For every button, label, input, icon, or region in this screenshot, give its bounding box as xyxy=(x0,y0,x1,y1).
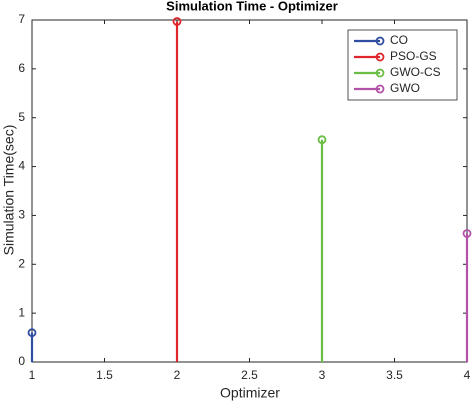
y-tick-label: 1 xyxy=(18,305,25,319)
y-tick-label: 4 xyxy=(18,159,25,173)
legend-label: GWO xyxy=(390,81,420,95)
legend-label: GWO-CS xyxy=(390,65,441,79)
y-tick-label: 5 xyxy=(18,110,25,124)
x-tick-label: 1.5 xyxy=(96,368,113,382)
x-tick-label: 3 xyxy=(319,368,326,382)
x-tick-label: 4 xyxy=(464,368,471,382)
stem-marker xyxy=(27,328,37,338)
y-tick-label: 2 xyxy=(18,256,25,270)
x-tick-label: 2.5 xyxy=(241,368,258,382)
x-tick-label: 3.5 xyxy=(386,368,403,382)
x-axis-label: Optimizer xyxy=(220,385,280,401)
y-axis-label: Simulation Time(sec) xyxy=(1,125,17,256)
legend-label: CO xyxy=(390,33,408,47)
chart-title: Simulation Time - Optimizer xyxy=(166,0,338,13)
y-tick-label: 6 xyxy=(18,61,25,75)
stem-marker xyxy=(172,17,182,26)
y-tick-label: 7 xyxy=(18,12,25,26)
legend-label: PSO-GS xyxy=(390,49,437,63)
legend-swatch-marker xyxy=(375,36,385,46)
legend-swatch-marker xyxy=(375,52,385,62)
stem-marker xyxy=(317,135,327,145)
x-tick-label: 1 xyxy=(29,368,36,382)
legend-swatch-marker xyxy=(375,68,385,78)
stem-marker xyxy=(462,229,472,238)
x-tick-label: 2 xyxy=(174,368,181,382)
legend-swatch-marker xyxy=(375,84,385,94)
y-tick-label: 0 xyxy=(18,354,25,368)
y-tick-label: 3 xyxy=(18,208,25,222)
